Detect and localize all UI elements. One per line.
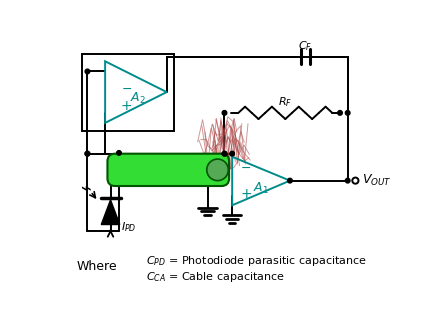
Circle shape (230, 151, 235, 156)
Circle shape (345, 111, 350, 115)
Circle shape (288, 178, 292, 183)
FancyBboxPatch shape (108, 154, 229, 186)
Circle shape (117, 151, 121, 155)
Text: $I_{PD}$: $I_{PD}$ (121, 221, 137, 234)
Circle shape (353, 177, 359, 184)
Circle shape (222, 151, 227, 156)
Text: $V_{OUT}$: $V_{OUT}$ (362, 173, 391, 188)
Text: $C_F$: $C_F$ (298, 39, 312, 53)
Text: $R_F$: $R_F$ (278, 95, 292, 109)
Text: −: − (241, 162, 251, 175)
Circle shape (85, 151, 90, 156)
Circle shape (207, 159, 229, 181)
Text: $C_{PD}$ = Photodiode parasitic capacitance: $C_{PD}$ = Photodiode parasitic capacita… (146, 254, 367, 268)
Text: $A_2$: $A_2$ (130, 91, 146, 106)
Circle shape (222, 151, 227, 156)
Circle shape (338, 111, 342, 115)
Text: +: + (240, 187, 252, 201)
Text: ⌁: ⌁ (80, 181, 91, 199)
Circle shape (222, 111, 227, 115)
Text: −: − (121, 82, 132, 96)
Text: $C_{CA}$   $C_{PD}$: $C_{CA}$ $C_{PD}$ (187, 165, 225, 177)
Text: $C_{CA}$ = Cable capacitance: $C_{CA}$ = Cable capacitance (146, 270, 285, 284)
Text: Where: Where (76, 260, 117, 273)
Bar (82, 54, 175, 131)
Circle shape (85, 151, 90, 156)
Circle shape (85, 69, 90, 74)
Polygon shape (101, 200, 120, 224)
Circle shape (345, 178, 350, 183)
Text: $A_1$: $A_1$ (253, 181, 269, 196)
Text: +: + (121, 99, 133, 113)
